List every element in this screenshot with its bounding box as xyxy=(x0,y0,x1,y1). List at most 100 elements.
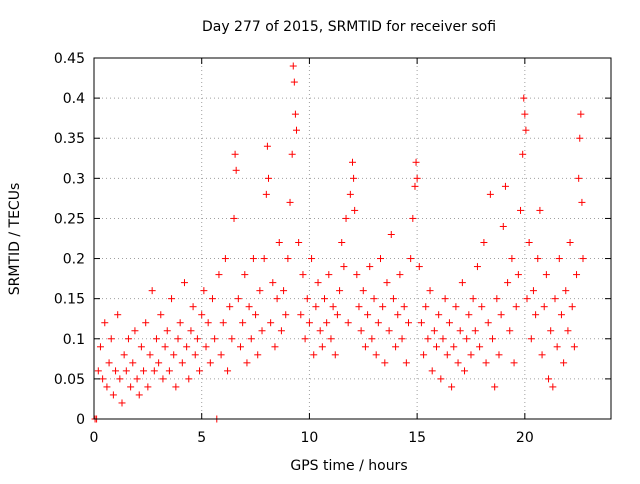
data-point xyxy=(374,319,382,327)
data-point xyxy=(305,319,313,327)
x-tick-label: 20 xyxy=(516,430,534,446)
data-point xyxy=(484,319,492,327)
data-point xyxy=(471,327,479,335)
data-point xyxy=(101,319,109,327)
data-point xyxy=(118,399,126,407)
data-point xyxy=(361,343,369,351)
y-tick-label: 0 xyxy=(76,412,85,428)
data-point xyxy=(495,351,503,359)
data-point xyxy=(142,319,150,327)
data-point xyxy=(448,383,456,391)
data-point xyxy=(290,78,298,86)
data-point xyxy=(183,343,191,351)
data-point xyxy=(221,255,229,263)
data-point xyxy=(161,343,169,351)
data-point xyxy=(353,271,361,279)
data-point xyxy=(529,287,537,295)
data-point xyxy=(351,206,359,214)
data-point xyxy=(445,319,453,327)
plot-area-border xyxy=(93,57,612,420)
x-tick-label: 0 xyxy=(90,430,99,446)
y-tick-label: 0.4 xyxy=(63,91,85,107)
y-tick-label: 0.2 xyxy=(63,252,85,268)
data-point xyxy=(170,351,178,359)
data-point xyxy=(267,319,275,327)
data-point xyxy=(124,335,132,343)
data-point xyxy=(206,359,214,367)
x-tick-label: 15 xyxy=(408,430,426,446)
data-point xyxy=(174,335,182,343)
data-point xyxy=(577,110,585,118)
data-point xyxy=(200,287,208,295)
data-point xyxy=(280,287,288,295)
data-point xyxy=(357,327,365,335)
data-point xyxy=(349,158,356,166)
data-point xyxy=(344,319,352,327)
data-point xyxy=(534,255,542,263)
data-point xyxy=(467,351,475,359)
data-point xyxy=(159,375,167,383)
data-point xyxy=(428,367,436,375)
data-point xyxy=(402,359,410,367)
data-point xyxy=(258,327,266,335)
data-point xyxy=(394,311,402,319)
data-point xyxy=(514,271,522,279)
data-point xyxy=(249,255,257,263)
data-point xyxy=(144,383,152,391)
data-point xyxy=(291,110,299,118)
data-point xyxy=(112,367,120,375)
data-point xyxy=(476,343,484,351)
data-point xyxy=(519,150,527,158)
data-point xyxy=(473,263,481,271)
data-point xyxy=(234,295,242,303)
data-point xyxy=(387,230,395,238)
data-point xyxy=(461,367,469,375)
data-point xyxy=(241,271,249,279)
data-point xyxy=(168,295,176,303)
data-point xyxy=(392,343,400,351)
data-point xyxy=(133,375,141,383)
data-point xyxy=(103,383,111,391)
data-point xyxy=(512,303,520,311)
data-point xyxy=(435,311,443,319)
data-point xyxy=(396,271,404,279)
data-point xyxy=(527,335,535,343)
data-point xyxy=(336,287,344,295)
data-point xyxy=(263,142,271,150)
data-point xyxy=(303,295,311,303)
data-point xyxy=(96,343,104,351)
data-point xyxy=(377,255,385,263)
data-point xyxy=(433,343,441,351)
data-point xyxy=(314,279,322,287)
data-point xyxy=(189,303,197,311)
data-point xyxy=(318,343,326,351)
data-point xyxy=(493,295,501,303)
data-point xyxy=(157,311,165,319)
data-point xyxy=(359,287,367,295)
y-tick-label: 0.45 xyxy=(54,51,85,67)
data-point xyxy=(379,303,387,311)
data-point xyxy=(551,295,559,303)
data-point xyxy=(269,279,277,287)
data-point xyxy=(148,287,156,295)
data-point xyxy=(163,327,171,335)
data-point xyxy=(532,311,540,319)
data-point xyxy=(489,335,497,343)
data-point xyxy=(420,351,428,359)
data-point xyxy=(185,375,193,383)
data-point xyxy=(176,319,184,327)
data-point xyxy=(271,343,279,351)
data-point xyxy=(224,367,232,375)
data-point xyxy=(107,335,115,343)
data-point xyxy=(198,311,206,319)
data-point xyxy=(292,126,300,134)
data-point xyxy=(566,239,574,247)
data-point xyxy=(323,319,331,327)
data-point xyxy=(350,174,358,182)
data-series xyxy=(91,62,587,423)
data-point xyxy=(127,383,135,391)
data-point xyxy=(316,327,324,335)
data-point xyxy=(109,391,117,399)
data-point xyxy=(122,367,130,375)
data-point xyxy=(355,303,363,311)
